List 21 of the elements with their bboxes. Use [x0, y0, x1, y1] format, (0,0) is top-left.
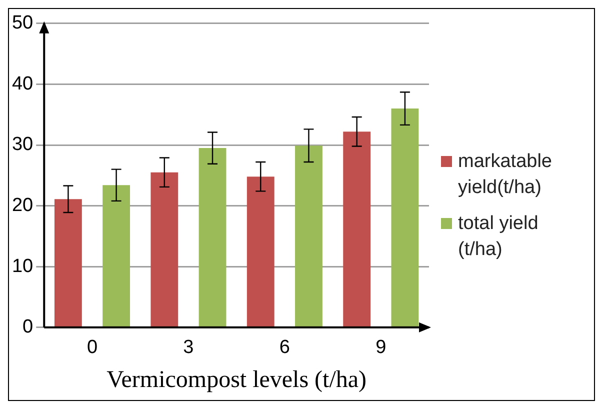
bar [102, 185, 130, 327]
x-tick-label: 6 [279, 337, 290, 358]
bar [54, 199, 82, 327]
y-tick-label: 10 [12, 256, 34, 277]
bar [246, 176, 274, 327]
y-tick-label: 20 [12, 195, 34, 216]
y-tick-label: 30 [12, 134, 34, 156]
bar [198, 148, 226, 327]
y-tick-label: 0 [22, 316, 34, 338]
x-axis-title: Vermicompost levels (t/ha) [106, 366, 367, 393]
bar [343, 132, 371, 327]
legend-label: markatable yield(t/ha) [458, 150, 553, 200]
bar [391, 108, 419, 327]
bar [150, 172, 178, 327]
y-tick-label: 50 [12, 12, 34, 34]
legend-label: total yield (t/ha) [458, 212, 540, 262]
x-tick-label: 9 [376, 337, 386, 358]
y-tick-label: 40 [12, 73, 34, 94]
bar [295, 146, 322, 327]
x-tick-label: 3 [183, 337, 194, 358]
x-tick-label: 0 [86, 337, 98, 358]
